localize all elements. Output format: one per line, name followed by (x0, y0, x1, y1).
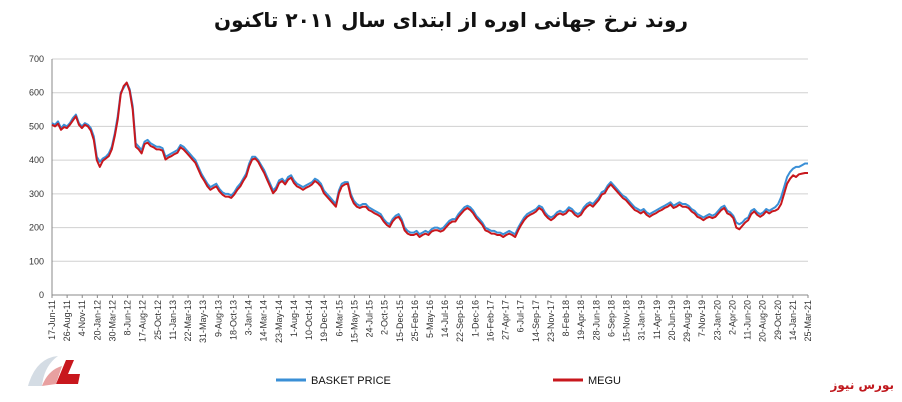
x-tick-label: 6-Mar-15 (334, 300, 344, 337)
x-tick-label: 14-Jul-16 (440, 300, 450, 338)
x-tick-label: 20-Jan-12 (92, 300, 102, 341)
y-tick-label: 200 (29, 223, 44, 233)
x-tick-label: 11-Jan-13 (168, 300, 178, 340)
y-tick-label: 400 (29, 155, 44, 165)
x-tick-label: 14-Jan-21 (788, 300, 798, 341)
x-tick-label: 19-Apr-18 (576, 300, 586, 340)
x-tick-label: 10-Oct-14 (304, 300, 314, 340)
series-lines (51, 81, 808, 238)
x-tick-label: 16-Feb-17 (485, 300, 495, 342)
x-tick-label: 8-Feb-18 (561, 300, 571, 337)
x-tick-label: 29-Oct-20 (773, 300, 783, 340)
y-tick-label: 700 (29, 54, 44, 64)
x-tick-label: 30-Mar-12 (107, 300, 117, 342)
x-tick-label: 2-Apr-20 (727, 300, 737, 335)
x-tick-label: 20-Aug-20 (758, 300, 768, 342)
brand-logo (28, 356, 80, 386)
x-tick-label: 25-Feb-16 (410, 300, 420, 342)
x-tick-label: 22-Sep-16 (455, 300, 465, 342)
x-tick-label: 14-Mar-14 (259, 300, 269, 342)
series-line-0 (51, 81, 808, 236)
legend: BASKET PRICE MEGU (276, 375, 621, 387)
x-tick-label: 25-Oct-12 (153, 300, 163, 340)
x-tick-label: 2-Oct-15 (380, 300, 390, 335)
y-tick-label: 500 (29, 121, 44, 131)
y-axis: 0 100 200 300 400 500 600 700 (29, 54, 53, 300)
x-tick-label: 15-Dec-15 (395, 300, 405, 342)
x-tick-label: 23-Nov-17 (546, 300, 556, 342)
x-tick-label: 29-Aug-19 (682, 300, 692, 342)
x-tick-label: 14-Sep-17 (531, 300, 541, 342)
x-tick-label: 20-Jun-19 (667, 300, 677, 341)
x-tick-label: 15-May-15 (349, 300, 359, 343)
x-tick-label: 17-Aug-12 (138, 300, 148, 342)
x-tick-label: 24-Jul-15 (365, 300, 375, 338)
y-tick-label: 300 (29, 189, 44, 199)
legend-label: MEGU (588, 375, 621, 387)
x-tick-label: 22-Mar-13 (183, 300, 193, 342)
x-tick-label: 26-Aug-11 (62, 300, 72, 341)
x-axis: 17-Jun-11 26-Aug-11 4-Nov-11 20-Jan-12 30-Ma… (47, 295, 813, 343)
x-tick-label: 28-Jun-18 (591, 300, 601, 341)
x-tick-label: 3-Jan-14 (244, 300, 254, 336)
grid-lines (52, 58, 808, 296)
y-tick-label: 100 (29, 256, 44, 266)
x-tick-label: 23-Jan-20 (712, 300, 722, 341)
x-tick-label: 7-Nov-19 (697, 300, 707, 337)
x-tick-label: 25-Mar-21 (803, 300, 813, 342)
x-tick-label: 11-Jun-20 (743, 300, 753, 340)
x-tick-label: 19-Dec-14 (319, 300, 329, 342)
x-tick-label: 31-May-13 (198, 300, 208, 343)
legend-label: BASKET PRICE (311, 375, 391, 387)
x-tick-label: 31-Jan-19 (637, 300, 647, 341)
x-tick-label: 18-Oct-13 (228, 300, 238, 340)
x-tick-label: 23-May-14 (274, 300, 284, 343)
y-tick-label: 0 (39, 290, 44, 300)
x-tick-label: 17-Jun-11 (47, 300, 57, 340)
x-tick-label: 6-Jul-17 (516, 300, 526, 333)
x-tick-label: 1-Dec-16 (470, 300, 480, 337)
x-tick-label: 9-Aug-13 (213, 300, 223, 337)
x-tick-label: 5-May-16 (425, 300, 435, 338)
x-tick-label: 4-Nov-11 (77, 300, 87, 336)
x-tick-label: 11-Apr-19 (652, 300, 662, 339)
chart-title: روند نرخ جهانی اوره از ابتدای سال ۲۰۱۱ ت… (214, 8, 688, 32)
series-line-1 (51, 81, 808, 238)
x-tick-label: 15-Nov-18 (622, 300, 632, 342)
source-label: بورس نیوز (830, 378, 894, 392)
y-tick-label: 600 (29, 88, 44, 98)
x-tick-label: 1-Aug-14 (289, 300, 299, 337)
x-tick-label: 27-Apr-17 (501, 300, 511, 340)
x-tick-label: 6-Sep-18 (606, 300, 616, 337)
x-tick-label: 8-Jun-12 (123, 300, 133, 336)
